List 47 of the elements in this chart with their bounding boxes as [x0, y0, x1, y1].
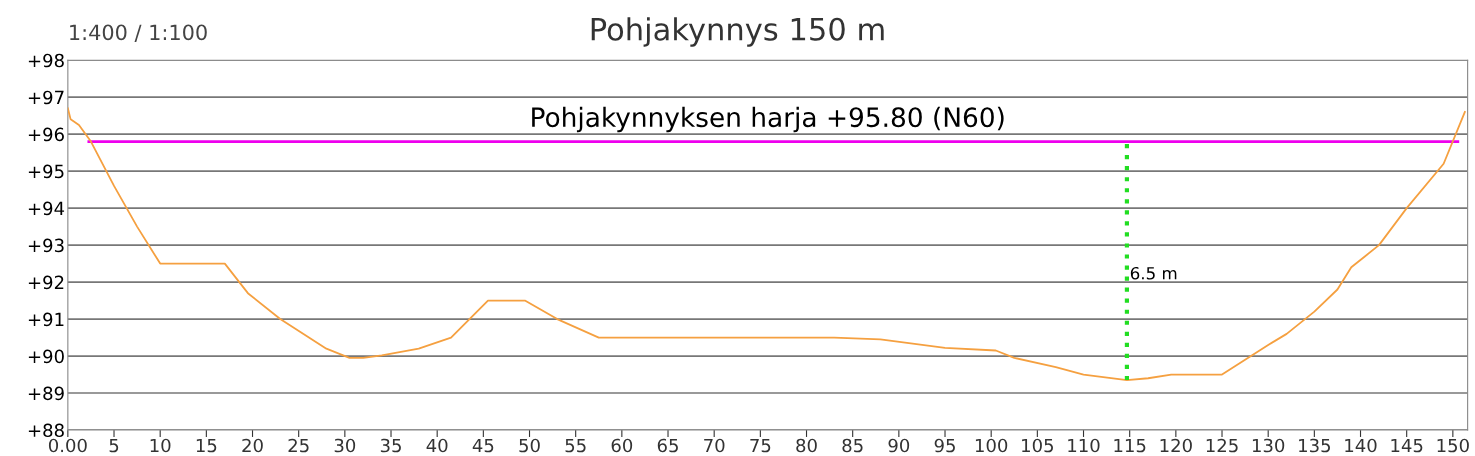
y-tick-label: +91 [28, 312, 64, 327]
x-tick-label: 100 [975, 438, 1008, 453]
x-tick-label: 70 [704, 438, 725, 453]
x-tick-label: 30 [334, 438, 356, 453]
x-tick-label: 55 [565, 438, 586, 453]
y-tick-label: +88 [28, 423, 64, 438]
x-tick-label: 130 [1252, 438, 1285, 453]
ref-line-label: Pohjakynnyksen harja +95.80 (N60) [532, 106, 1004, 133]
x-tick-label: 80 [796, 438, 817, 453]
x-tick-label: 120 [1160, 438, 1192, 453]
x-tick-label: 5 [109, 438, 119, 453]
x-tick-label: 35 [380, 438, 401, 453]
x-tick-label: 10 [150, 438, 171, 453]
y-tick-label: +94 [28, 201, 65, 216]
y-tick-label: +95 [28, 164, 64, 179]
y-tick-label: +90 [28, 349, 64, 364]
text: 1:400 / 1:100 [70, 24, 207, 42]
line-series [67, 107, 1466, 381]
annotation: 6.5 m [1130, 266, 1177, 280]
y-tick-label: +93 [28, 238, 64, 253]
x-tick-label: 40 [426, 438, 448, 453]
x-tick-label: 65 [657, 438, 678, 453]
x-tick-label: 140 [1345, 438, 1377, 453]
x-tick-label: 15 [196, 438, 217, 453]
x-tick-label: 125 [1206, 438, 1238, 453]
x-tick-label: 145 [1391, 438, 1423, 453]
x-tick-label: 85 [842, 438, 863, 453]
y-tick-label: +97 [28, 90, 64, 105]
x-tick-label: 105 [1022, 438, 1054, 453]
x-tick-label: 50 [519, 438, 540, 453]
x-tick-label: 60 [611, 438, 633, 453]
x-tick-label: 25 [288, 438, 309, 453]
x-tick-label: 75 [750, 438, 771, 453]
x-tick-label: 135 [1299, 438, 1331, 453]
y-tick-label: +96 [28, 127, 64, 142]
y-tick-label: +89 [28, 386, 64, 401]
y-tick-label: +92 [28, 275, 64, 290]
x-tick-label: 90 [888, 438, 910, 453]
x-tick-label: 115 [1114, 438, 1146, 453]
x-tick-label: 110 [1068, 438, 1100, 453]
y-tick-label: +98 [28, 53, 64, 68]
x-tick-label: 150 [1437, 438, 1469, 453]
x-tick-label: 0.00 [48, 438, 87, 453]
x-tick-label: 20 [242, 438, 263, 453]
x-tick-label: 45 [472, 438, 494, 453]
x-tick-label: 95 [934, 438, 955, 453]
chart-title: Pohjakynnys 150 m [591, 17, 884, 47]
